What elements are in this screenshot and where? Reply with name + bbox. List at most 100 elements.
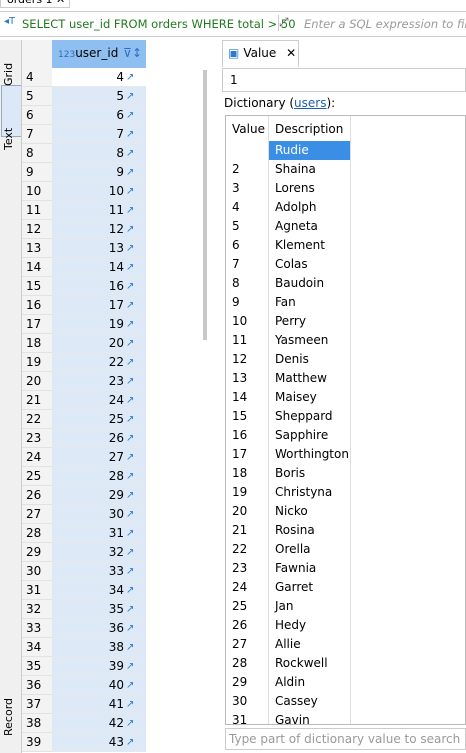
link-icon[interactable]: ↗: [126, 300, 135, 311]
link-icon[interactable]: ↗: [126, 224, 135, 235]
link-icon[interactable]: ↗: [126, 262, 135, 273]
column-header[interactable]: 123user_id ⊽↕: [52, 40, 146, 69]
cell-bg[interactable]: 19 ↗: [52, 315, 146, 334]
dict-value[interactable]: 16: [232, 428, 248, 442]
dict-value[interactable]: 26: [232, 618, 248, 632]
dict-description[interactable]: Hedy: [275, 618, 307, 632]
dict-description[interactable]: Baudoin: [275, 276, 325, 290]
row-number[interactable]: 38: [22, 714, 52, 733]
link-icon[interactable]: ↗: [126, 91, 135, 102]
link-icon[interactable]: ↗: [126, 395, 135, 406]
cell-bg[interactable]: 31 ↗: [52, 524, 146, 543]
dict-description[interactable]: Fawnia: [275, 561, 317, 575]
dict-value[interactable]: 2: [232, 162, 240, 176]
editor-tab[interactable]: orders 1 ✕: [0, 0, 70, 8]
link-icon[interactable]: ↗: [126, 148, 135, 159]
row-number[interactable]: 31: [22, 581, 52, 600]
dict-value[interactable]: 28: [232, 656, 248, 670]
row-number[interactable]: 9: [22, 163, 52, 182]
dict-value[interactable]: 29: [232, 675, 248, 689]
dict-value[interactable]: 15: [232, 409, 248, 423]
row-number[interactable]: 30: [22, 562, 52, 581]
link-icon[interactable]: ↗: [126, 376, 135, 387]
dict-value[interactable]: 27: [232, 637, 248, 651]
row-number[interactable]: 15: [22, 277, 52, 296]
cell-bg[interactable]: 39 ↗: [52, 657, 146, 676]
cell-bg[interactable]: 4 ↗: [52, 68, 146, 87]
link-icon[interactable]: ↗: [126, 281, 135, 292]
row-number[interactable]: 22: [22, 410, 52, 429]
link-icon[interactable]: ↗: [126, 72, 135, 83]
link-icon[interactable]: ↗: [126, 110, 135, 121]
column-header[interactable]: Description: [275, 122, 344, 136]
row-number[interactable]: 19: [22, 353, 52, 372]
dict-description[interactable]: Jan: [275, 599, 294, 613]
dict-value[interactable]: 30: [232, 694, 248, 708]
link-icon[interactable]: ↗: [126, 471, 135, 482]
cell-bg[interactable]: 20 ↗: [52, 334, 146, 353]
row-number[interactable]: 12: [22, 220, 52, 239]
dict-description[interactable]: Rosina: [275, 523, 315, 537]
cell-bg[interactable]: 33 ↗: [52, 562, 146, 581]
dict-value[interactable]: 4: [232, 200, 240, 214]
dict-value[interactable]: 1: [232, 143, 240, 157]
row-number[interactable]: 32: [22, 600, 52, 619]
scrollbar[interactable]: [203, 70, 207, 340]
dict-value[interactable]: 6: [232, 238, 240, 252]
dict-value[interactable]: 3: [232, 181, 240, 195]
row-number[interactable]: 6: [22, 106, 52, 125]
filter-query[interactable]: SELECT user_id FROM orders WHERE total >…: [22, 17, 296, 31]
dict-value[interactable]: 9: [232, 295, 240, 309]
dict-description[interactable]: Worthington: [275, 447, 349, 461]
dict-description[interactable]: Aldin: [275, 675, 306, 689]
value-field[interactable]: 1: [222, 68, 466, 92]
dict-value[interactable]: 20: [232, 504, 248, 518]
dict-value[interactable]: 24: [232, 580, 248, 594]
row-number[interactable]: 11: [22, 201, 52, 220]
link-icon[interactable]: ↗: [126, 604, 135, 615]
dict-value[interactable]: 19: [232, 485, 248, 499]
cell-bg[interactable]: 38 ↗: [52, 638, 146, 657]
row-number[interactable]: 14: [22, 258, 52, 277]
row-number[interactable]: 24: [22, 448, 52, 467]
cell-bg[interactable]: 30 ↗: [52, 505, 146, 524]
record-tab-label[interactable]: Record: [2, 697, 15, 736]
cell-bg[interactable]: 26 ↗: [52, 429, 146, 448]
row-number[interactable]: 35: [22, 657, 52, 676]
link-icon[interactable]: ↗: [126, 338, 135, 349]
row-number[interactable]: 39: [22, 733, 52, 752]
row-number[interactable]: 21: [22, 391, 52, 410]
dict-value[interactable]: 23: [232, 561, 248, 575]
dict-description[interactable]: Adolph: [275, 200, 317, 214]
cell-bg[interactable]: 41 ↗: [52, 695, 146, 714]
dict-description[interactable]: Rudie: [275, 143, 309, 157]
dict-value[interactable]: 8: [232, 276, 240, 290]
cell-bg[interactable]: 7 ↗: [52, 125, 146, 144]
row-number[interactable]: 28: [22, 524, 52, 543]
dict-description[interactable]: Boris: [275, 466, 306, 480]
filter-placeholder[interactable]: Enter a SQL expression to filter results: [304, 17, 466, 31]
cell-bg[interactable]: 40 ↗: [52, 676, 146, 695]
cell-bg[interactable]: 10 ↗: [52, 182, 146, 201]
link-icon[interactable]: ↗: [126, 718, 135, 729]
row-number[interactable]: 20: [22, 372, 52, 391]
dict-value[interactable]: 12: [232, 352, 248, 366]
link-icon[interactable]: ↗: [126, 680, 135, 691]
row-number[interactable]: 23: [22, 429, 52, 448]
cell-bg[interactable]: 9 ↗: [52, 163, 146, 182]
column-header[interactable]: Value: [232, 122, 265, 136]
cell-bg[interactable]: 14 ↗: [52, 258, 146, 277]
cell-bg[interactable]: 27 ↗: [52, 448, 146, 467]
link-icon[interactable]: ↗: [126, 623, 135, 634]
cell-bg[interactable]: 6 ↗: [52, 106, 146, 125]
dict-description[interactable]: Sheppard: [275, 409, 333, 423]
dict-description[interactable]: Perry: [275, 314, 306, 328]
link-icon[interactable]: ↗: [126, 205, 135, 216]
link-icon[interactable]: ↗: [126, 186, 135, 197]
dictionary-link[interactable]: users: [294, 96, 327, 110]
dict-description[interactable]: Matthew: [275, 371, 327, 385]
cell-bg[interactable]: 28 ↗: [52, 467, 146, 486]
dict-value[interactable]: 10: [232, 314, 248, 328]
cell-bg[interactable]: 22 ↗: [52, 353, 146, 372]
row-number[interactable]: 17: [22, 315, 52, 334]
